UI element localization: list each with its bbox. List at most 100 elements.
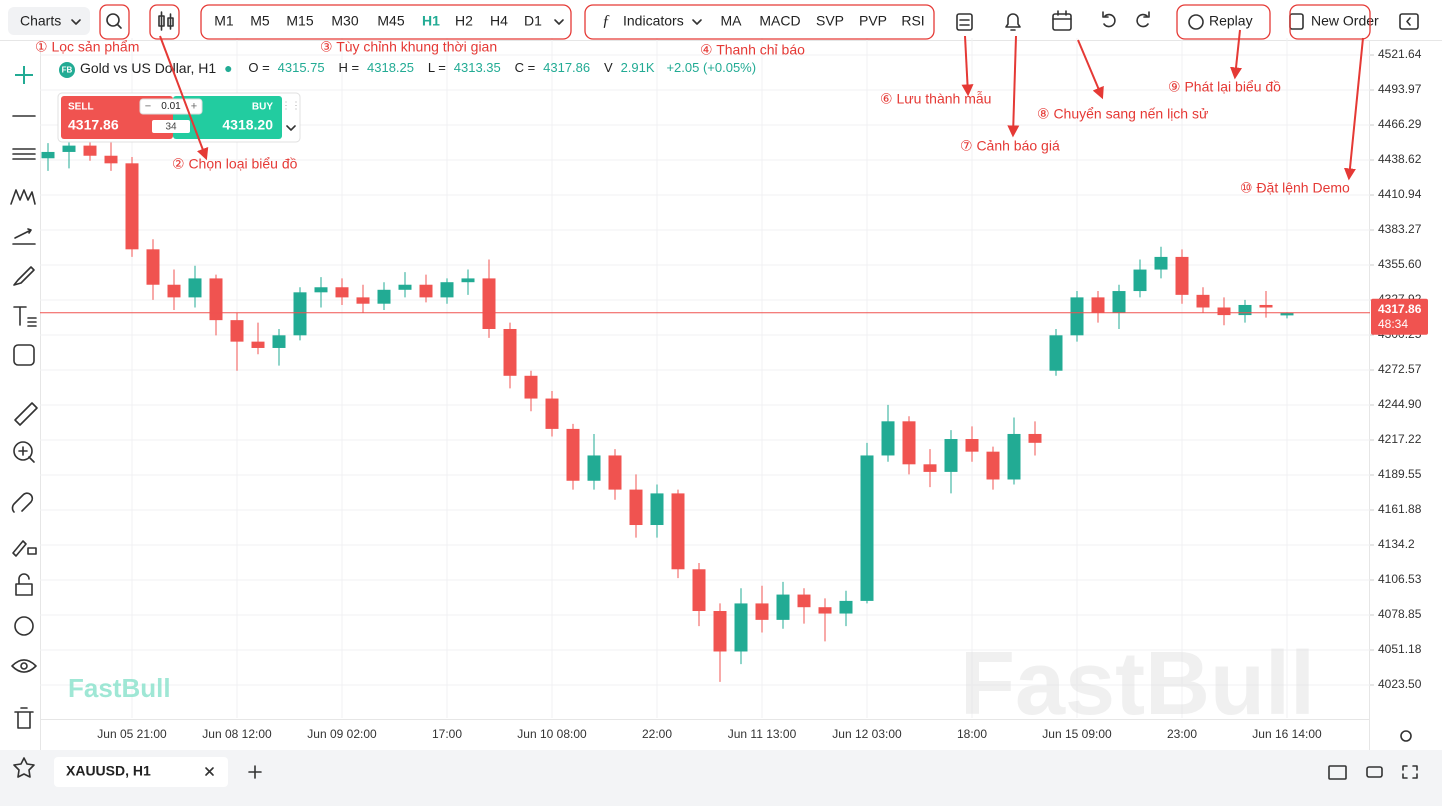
candle-body — [902, 421, 916, 465]
chart-type-button[interactable] — [158, 11, 174, 31]
candle-body — [1196, 294, 1210, 308]
visibility-tool[interactable] — [20, 662, 28, 670]
y-tick-label: 4106.53 — [1378, 572, 1422, 586]
timeframe-button[interactable]: D1 — [524, 13, 542, 29]
candle-body — [1259, 304, 1273, 308]
charts-button[interactable] — [8, 7, 90, 35]
watermark-logo: FastBull — [68, 673, 171, 703]
timeframe-button[interactable]: M15 — [286, 13, 313, 29]
indicator-shortcuts: MA MACD SVP PVP RSI — [721, 13, 925, 29]
brush-tool[interactable] — [13, 266, 35, 286]
history-candle-button[interactable] — [1052, 10, 1072, 31]
timeframe-button[interactable]: M30 — [331, 13, 358, 29]
indicator-shortcut[interactable]: PVP — [859, 13, 887, 29]
timeframe-button[interactable]: H1 — [422, 13, 440, 29]
delete-tool[interactable] — [14, 707, 34, 729]
x-tick-label: Jun 11 13:00 — [728, 727, 797, 741]
new-order-button[interactable]: New Order — [1311, 13, 1379, 29]
timeframe-button[interactable]: H2 — [455, 13, 473, 29]
x-tick-label: Jun 16 14:00 — [1252, 727, 1322, 741]
x-tick-label: 17:00 — [432, 727, 462, 741]
ohlc-label: L = — [428, 60, 446, 75]
annotation-box — [1289, 4, 1371, 40]
quantity-plus[interactable]: + — [191, 100, 197, 112]
x-tick-label: Jun 08 12:00 — [202, 727, 272, 741]
ruler-tool[interactable] — [14, 402, 38, 426]
timeframe-button[interactable]: M45 — [377, 13, 404, 29]
y-tick-label: 4383.27 — [1378, 222, 1422, 236]
candle-body — [1154, 256, 1168, 270]
save-template-button[interactable] — [956, 13, 973, 31]
candle-body — [566, 428, 580, 481]
charts-chevron — [71, 19, 81, 25]
plot-area — [40, 38, 1370, 718]
y-tick-label: 4189.55 — [1378, 467, 1422, 481]
quantity-input[interactable] — [139, 98, 203, 115]
candle-body — [1133, 269, 1147, 292]
object-tree-tool[interactable] — [14, 616, 34, 636]
ohlc-label: C = — [515, 60, 536, 75]
annotation-label: ⑩ Đặt lệnh Demo — [1240, 180, 1350, 196]
annotation-box — [99, 4, 130, 40]
lock-tool[interactable] — [15, 573, 33, 596]
candle-body — [188, 278, 202, 298]
indicator-shortcut[interactable]: MA — [721, 13, 743, 29]
lock-drawing-tool[interactable] — [12, 540, 37, 557]
symbol-badge-text: FB — [62, 66, 73, 75]
candle-body — [524, 375, 538, 399]
candle-body — [482, 278, 496, 329]
visibility-tool[interactable] — [11, 659, 37, 673]
indicator-shortcut[interactable]: MACD — [759, 13, 800, 29]
indicators-button[interactable]: Indicators — [623, 13, 684, 29]
symbol-badge — [59, 62, 75, 78]
timeframe-button[interactable]: M5 — [250, 13, 270, 29]
settings-button[interactable] — [1400, 730, 1412, 742]
close-tab[interactable] — [205, 767, 214, 776]
symbol-name: Gold vs US Dollar, H1 — [80, 60, 216, 76]
quantity-minus[interactable]: − — [145, 100, 151, 112]
x-tick-label: 23:00 — [1167, 727, 1197, 741]
y-tick-label: 4051.18 — [1378, 642, 1422, 656]
x-tick-label: 18:00 — [957, 727, 987, 741]
magnet-tool[interactable] — [11, 492, 34, 513]
candle-body — [293, 292, 307, 336]
timeframe-button[interactable]: M1 — [214, 13, 234, 29]
zoom-tool[interactable] — [13, 441, 33, 461]
fib-tool[interactable] — [12, 148, 36, 160]
timeframe-chevron[interactable] — [554, 19, 564, 25]
crosshair-tool[interactable] — [15, 66, 33, 84]
replay-button[interactable]: Replay — [1209, 13, 1253, 29]
symbol-legend: Gold vs US Dollar, H1 ● O = 4315.75 H = … — [80, 60, 756, 76]
candle-body — [965, 439, 979, 452]
search-button[interactable] — [106, 13, 122, 29]
symbol-tab[interactable] — [54, 757, 228, 787]
drag-handle[interactable]: ⋮⋮ — [281, 101, 301, 112]
pattern-tool[interactable] — [10, 189, 36, 205]
layout-button[interactable] — [1328, 765, 1347, 780]
indicator-shortcut[interactable]: SVP — [816, 13, 844, 29]
emoji-tool[interactable] — [13, 344, 35, 366]
ohlc-label: H = — [339, 60, 360, 75]
candle-body — [398, 284, 412, 290]
projection-tool[interactable] — [12, 228, 36, 245]
window-button[interactable] — [1366, 766, 1383, 778]
annotation-arrow — [1230, 29, 1242, 80]
timeframe-button[interactable]: H4 — [490, 13, 508, 29]
zoom-tool[interactable] — [18, 446, 35, 463]
x-tick-label: Jun 09 02:00 — [307, 727, 377, 741]
fullscreen-button[interactable] — [1402, 765, 1418, 779]
favorites-tool[interactable] — [13, 757, 35, 778]
collapse-panel-button[interactable] — [1399, 13, 1419, 30]
indicator-shortcut[interactable]: RSI — [901, 13, 924, 29]
redo-button[interactable] — [1136, 11, 1150, 28]
order-panel-chevron[interactable] — [286, 125, 296, 131]
add-tab[interactable] — [248, 765, 262, 779]
price-alert-button[interactable] — [1005, 13, 1021, 31]
candle-body — [650, 493, 664, 526]
ohlc-value: 4315.75 — [278, 60, 325, 75]
y-tick-label: 4493.97 — [1378, 82, 1422, 96]
undo-button[interactable] — [1102, 11, 1116, 28]
text-tool[interactable] — [13, 306, 37, 327]
spread-box — [152, 120, 190, 133]
